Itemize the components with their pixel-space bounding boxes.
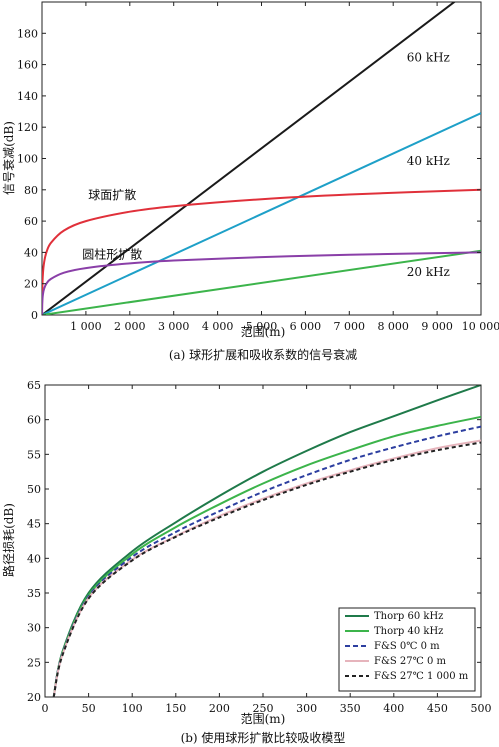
chart-a-caption: (a) 球形扩展和吸收系数的信号衰减 xyxy=(169,347,357,362)
series-line-series xyxy=(42,188,481,315)
x-tick-label: 50 xyxy=(82,702,96,715)
y-tick-label: 40 xyxy=(24,246,38,259)
legend-label-f-s-0-0-m: F&S 0℃ 0 m xyxy=(374,641,440,652)
x-tick-label: 9 000 xyxy=(421,320,453,333)
x-tick-label: 5 000 xyxy=(246,320,278,333)
chart-b-ylabel: 路径损耗(dB) xyxy=(1,503,16,577)
x-tick-label: 450 xyxy=(427,702,448,715)
x-tick-label: 3 000 xyxy=(158,320,190,333)
chart-b-ticks: 20 25 30 35 40 45 50 55 60 65 0 50 100 150 200 250 300 35… xyxy=(27,379,492,715)
legend-label-thorp-40-khz: Thorp 40 kHz xyxy=(374,626,443,637)
y-tick-label: 60 xyxy=(27,414,41,427)
series-line-series xyxy=(42,251,481,315)
y-tick-label: 30 xyxy=(27,622,41,635)
x-tick-label: 8 000 xyxy=(377,320,409,333)
y-tick-label: 35 xyxy=(27,587,41,600)
y-tick-label: 20 xyxy=(27,691,41,704)
series-line-20-khz xyxy=(42,249,481,315)
chart-b-legend: Thorp 60 kHz Thorp 40 kHz F&S 0℃ 0 m F&S 27… xyxy=(338,607,476,692)
x-tick-label: 100 xyxy=(122,702,143,715)
x-tick-label: 400 xyxy=(383,702,404,715)
y-tick-label: 120 xyxy=(17,121,38,134)
x-tick-label: 250 xyxy=(253,702,274,715)
y-tick-label: 25 xyxy=(27,656,41,669)
y-tick-label: 50 xyxy=(27,483,41,496)
series-annotation-40-khz: 40 kHz xyxy=(407,154,450,168)
y-tick-label: 20 xyxy=(24,278,38,291)
y-tick-label: 100 xyxy=(17,153,38,166)
y-tick-label: 60 xyxy=(24,215,38,228)
y-tick-label: 180 xyxy=(17,27,38,40)
series-line-60-khz xyxy=(42,2,456,315)
y-tick-label: 140 xyxy=(17,90,38,103)
series-line-f-s-0-0-m xyxy=(52,425,481,697)
series-annotation-series: 圆柱形扩散 xyxy=(82,247,142,262)
y-tick-label: 45 xyxy=(27,518,41,531)
chart-a-ticks: 0 20 40 60 80 100 120 140 160 180 1 000 2 000 3 000 4… xyxy=(17,2,499,333)
series-annotation-20-khz: 20 kHz xyxy=(407,265,450,279)
x-tick-label: 2 000 xyxy=(114,320,146,333)
y-tick-label: 40 xyxy=(27,552,41,565)
x-tick-label: 500 xyxy=(471,702,492,715)
y-tick-label: 80 xyxy=(24,184,38,197)
legend-label-f-s-27-0-m: F&S 27℃ 0 m xyxy=(374,656,447,667)
series-line-40-khz xyxy=(42,112,481,315)
chart-a: 0 20 40 60 80 100 120 140 160 180 1 000 2 000 3 000 4… xyxy=(1,1,499,362)
x-tick-label: 4 000 xyxy=(202,320,234,333)
chart-a-ylabel: 信号衰减(dB) xyxy=(1,121,16,195)
chart-b-series-layer xyxy=(52,385,481,697)
y-tick-label: 160 xyxy=(17,59,38,72)
x-tick-label: 350 xyxy=(340,702,361,715)
y-tick-label: 55 xyxy=(27,448,41,461)
x-tick-label: 1 000 xyxy=(70,320,102,333)
series-annotation-60-khz: 60 kHz xyxy=(407,50,450,64)
y-tick-label: 0 xyxy=(31,309,38,322)
legend-box xyxy=(338,607,476,692)
chart-b-caption: (b) 使用球形扩散比较吸收模型 xyxy=(181,730,346,745)
x-tick-label: 300 xyxy=(296,702,317,715)
x-tick-label: 7 000 xyxy=(334,320,366,333)
y-tick-label: 65 xyxy=(27,379,41,392)
series-annotation-series: 球面扩散 xyxy=(88,187,136,202)
x-tick-label: 10 000 xyxy=(462,320,499,333)
series-line-f-s-27-1-000-m xyxy=(52,441,481,697)
x-tick-label: 150 xyxy=(165,702,186,715)
x-tick-label: 6 000 xyxy=(290,320,322,333)
x-tick-label: 0 xyxy=(42,702,49,715)
legend-label-f-s-27-1-000-m: F&S 27℃ 1 000 m xyxy=(374,671,469,682)
chart-a-xlabel: 范围(m) xyxy=(241,325,286,339)
x-tick-label: 200 xyxy=(209,702,230,715)
chart-a-series-layer xyxy=(42,2,481,315)
legend-label-thorp-60-khz: Thorp 60 kHz xyxy=(374,611,443,622)
chart-b: 20 25 30 35 40 45 50 55 60 65 0 50 100 150 200 250 300 35… xyxy=(1,379,492,745)
chart-b-xlabel: 范围(m) xyxy=(241,712,286,726)
